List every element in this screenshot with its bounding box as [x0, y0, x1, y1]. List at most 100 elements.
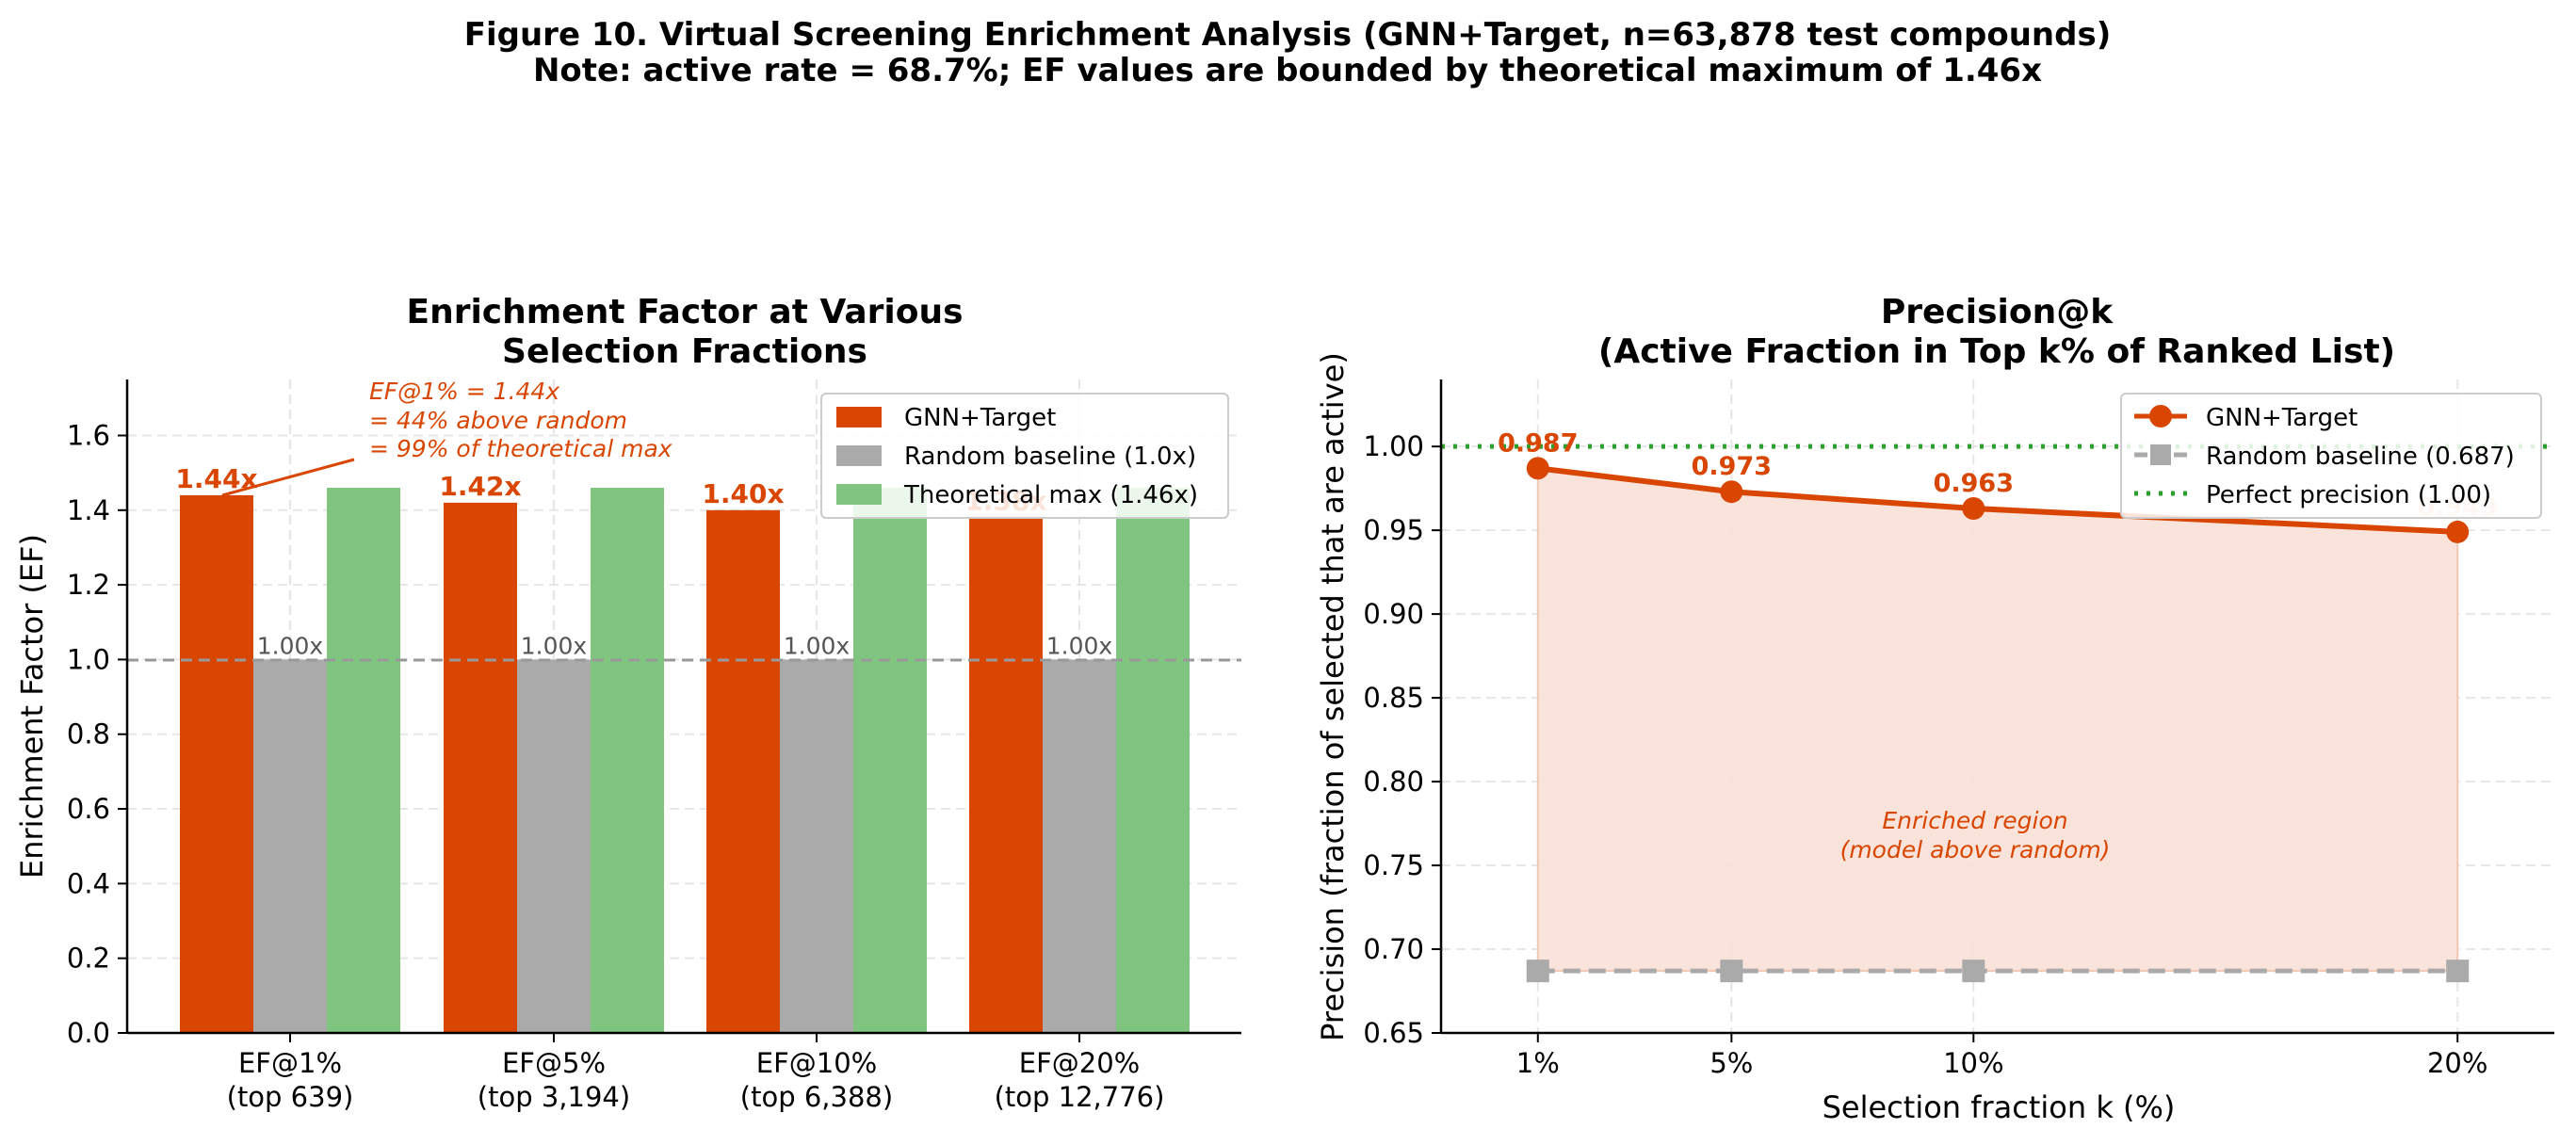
ef-bar-theoretical: [1116, 488, 1190, 1033]
ef-x-tick-label: EF@1%: [238, 1047, 342, 1079]
precision-y-axis-label: Precision (fraction of selected that are…: [1315, 352, 1351, 1041]
ef-x-tick-label: EF@20%: [1019, 1047, 1140, 1079]
precision-model-marker: [1720, 480, 1743, 504]
precision-x-axis-label: Selection fraction k (%): [1823, 1089, 2176, 1125]
precision-x-tick-label: 1%: [1516, 1047, 1560, 1079]
ef-bar-value-label-random: 1.00x: [784, 632, 850, 659]
precision-legend-label-perfect: Perfect precision (1.00): [2206, 481, 2491, 509]
figure-title-line1: Figure 10. Virtual Screening Enrichment …: [464, 16, 2112, 54]
ef-y-tick-label: 1.0: [67, 643, 110, 675]
precision-legend-label-model: GNN+Target: [2206, 404, 2357, 432]
precision-legend-marker-model: [2149, 405, 2172, 427]
ef-y-tick-label: 1.6: [67, 419, 110, 451]
precision-model-marker: [1526, 457, 1549, 480]
precision-random-marker: [2446, 960, 2470, 983]
ef-bar-value-label-random: 1.00x: [1046, 632, 1112, 659]
ef-bar-theoretical: [591, 488, 664, 1033]
ef-y-tick-label: 0.6: [67, 793, 110, 825]
ef-bar-random: [253, 659, 327, 1033]
ef-y-tick-label: 0.8: [67, 718, 110, 750]
precision-y-tick-label: 0.70: [1363, 933, 1424, 965]
ef-x-tick-sublabel: (top 3,194): [478, 1081, 630, 1113]
precision-region-label-line2: (model above random): [1840, 836, 2111, 863]
ef-bar-value-label-model: 1.42x: [439, 471, 521, 502]
ef-legend-swatch-theoretical: [836, 484, 882, 505]
precision-y-tick-label: 0.75: [1363, 849, 1424, 881]
ef-y-tick-label: 1.2: [67, 569, 110, 601]
ef-bar-model: [969, 517, 1043, 1033]
ef-chart-title-line2: Selection Fractions: [502, 332, 867, 371]
ef-y-tick-label: 0.0: [67, 1017, 110, 1049]
ef-y-tick-label: 0.4: [67, 867, 110, 899]
ef-bar-value-label-model: 1.40x: [702, 478, 784, 509]
precision-model-value-label: 0.987: [1498, 428, 1578, 458]
precision-chart: Precision@k (Active Fraction in Top k% o…: [1315, 293, 2554, 1125]
ef-annotation-line3: = 99% of theoretical max: [369, 435, 672, 462]
ef-x-tick-label: EF@5%: [502, 1047, 606, 1079]
ef-bar-theoretical: [853, 488, 927, 1033]
ef-annotation-line2: = 44% above random: [369, 407, 627, 434]
ef-legend-label-model: GNN+Target: [904, 404, 1056, 432]
ef-bar-theoretical: [327, 488, 400, 1033]
precision-model-marker: [1962, 497, 1985, 521]
ef-legend-swatch-random: [836, 445, 882, 466]
precision-region-label-line1: Enriched region: [1882, 807, 2067, 834]
ef-annotation: EF@1% = 1.44x = 44% above random = 99% o…: [221, 378, 672, 497]
precision-legend: GNN+Target Random baseline (0.687) Perfe…: [2120, 393, 2542, 519]
precision-chart-title-line2: (Active Fraction in Top k% of Ranked Lis…: [1598, 332, 2395, 371]
precision-model-value-label: 0.963: [1934, 469, 2014, 498]
ef-y-ticks: 0.0 0.2 0.4 0.6 0.8 1.0 1.2 1.4 1.6: [67, 419, 127, 1049]
precision-random-baseline-series: [1526, 960, 2470, 983]
precision-random-marker: [1526, 960, 1549, 983]
ef-legend-label-random: Random baseline (1.0x): [904, 443, 1196, 471]
ef-y-tick-label: 0.2: [67, 943, 110, 975]
precision-random-marker: [1962, 960, 1985, 983]
ef-annotation-arrow: [221, 458, 355, 497]
precision-legend-label-random: Random baseline (0.687): [2206, 443, 2515, 471]
ef-x-tick-sublabel: (top 6,388): [740, 1081, 893, 1113]
ef-y-axis-label: Enrichment Factor (EF): [14, 534, 50, 879]
precision-y-ticks: 0.65 0.70 0.75 0.80 0.85 0.90 0.95 1.00: [1363, 430, 1441, 1049]
ef-x-tick-label: EF@10%: [756, 1047, 877, 1079]
ef-bar-random: [1043, 659, 1116, 1033]
precision-y-tick-label: 1.00: [1363, 430, 1424, 462]
precision-y-tick-label: 0.85: [1363, 682, 1424, 714]
ef-bar-random: [780, 659, 853, 1033]
ef-x-tick-sublabel: (top 12,776): [995, 1081, 1165, 1113]
precision-y-tick-label: 0.90: [1363, 598, 1424, 630]
ef-legend-label-theoretical: Theoretical max (1.46x): [903, 481, 1198, 509]
ef-bar-model: [706, 509, 780, 1033]
precision-x-tick-label: 10%: [1943, 1047, 2003, 1079]
ef-x-tick-sublabel: (top 639): [227, 1081, 354, 1113]
ef-axes: [125, 379, 1241, 1035]
precision-y-tick-label: 0.95: [1363, 514, 1424, 546]
ef-bar-model: [180, 494, 253, 1033]
ef-annotation-line1: EF@1% = 1.44x: [369, 378, 559, 405]
precision-model-marker: [2446, 520, 2470, 543]
precision-legend-box: [2120, 393, 2542, 519]
ef-bar-value-label-random: 1.00x: [257, 632, 323, 659]
precision-enriched-region-fill: [1536, 467, 2459, 973]
precision-random-marker: [1720, 960, 1743, 983]
precision-axes: [1439, 379, 2554, 1035]
ef-legend: GNN+Target Random baseline (1.0x) Theore…: [820, 393, 1229, 519]
ef-legend-swatch-model: [836, 407, 882, 427]
precision-x-tick-label: 20%: [2427, 1047, 2487, 1079]
ef-bar-model: [444, 502, 517, 1033]
precision-y-tick-label: 0.65: [1363, 1017, 1424, 1049]
precision-x-tick-label: 5%: [1709, 1047, 1753, 1079]
precision-model-line: [1537, 465, 2458, 535]
ef-bar-value-label-random: 1.00x: [521, 632, 587, 659]
figure-title-line2: Note: active rate = 68.7%; EF values are…: [533, 52, 2042, 89]
ef-legend-box: [820, 393, 1229, 519]
ef-y-tick-label: 1.4: [67, 494, 110, 526]
precision-model-value-label: 0.973: [1692, 452, 1772, 481]
ef-bars: [180, 488, 1190, 1033]
ef-bar-random: [517, 659, 591, 1033]
ef-chart-title-line1: Enrichment Factor at Various: [406, 293, 963, 331]
precision-y-tick-label: 0.80: [1363, 766, 1424, 798]
precision-chart-title-line1: Precision@k: [1881, 293, 2114, 331]
ef-x-ticks: EF@1%(top 639)EF@5%(top 3,194)EF@10%(top…: [227, 1033, 1165, 1113]
ef-chart: Enrichment Factor at Various Selection F…: [14, 293, 1241, 1113]
